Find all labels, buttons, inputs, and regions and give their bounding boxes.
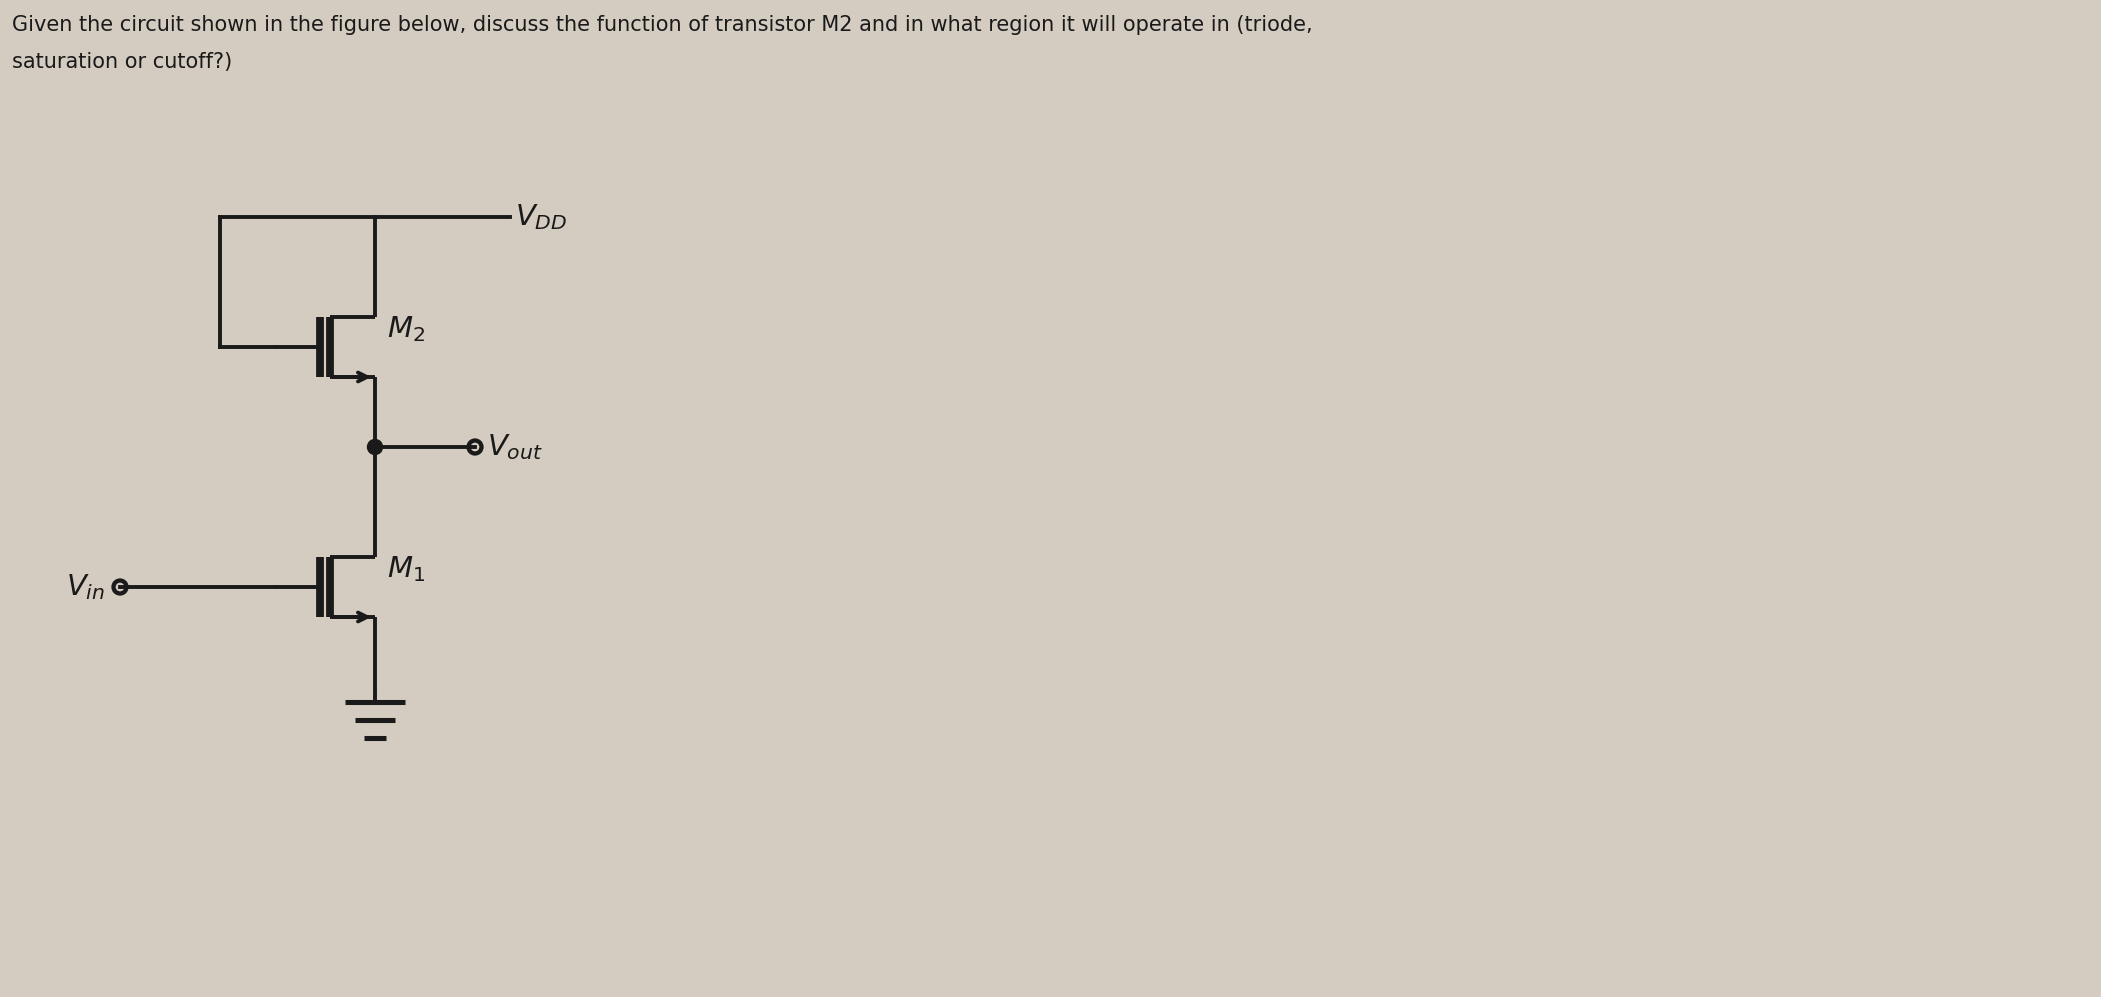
Text: $M_1$: $M_1$ <box>387 554 424 584</box>
Text: $V_{in}$: $V_{in}$ <box>65 572 105 602</box>
Text: saturation or cutoff?): saturation or cutoff?) <box>13 52 233 72</box>
Text: $V_{out}$: $V_{out}$ <box>487 432 542 462</box>
Circle shape <box>368 440 382 455</box>
Text: $V_{DD}$: $V_{DD}$ <box>515 202 567 232</box>
Text: $M_2$: $M_2$ <box>387 314 424 344</box>
Text: Given the circuit shown in the figure below, discuss the function of transistor : Given the circuit shown in the figure be… <box>13 15 1313 35</box>
